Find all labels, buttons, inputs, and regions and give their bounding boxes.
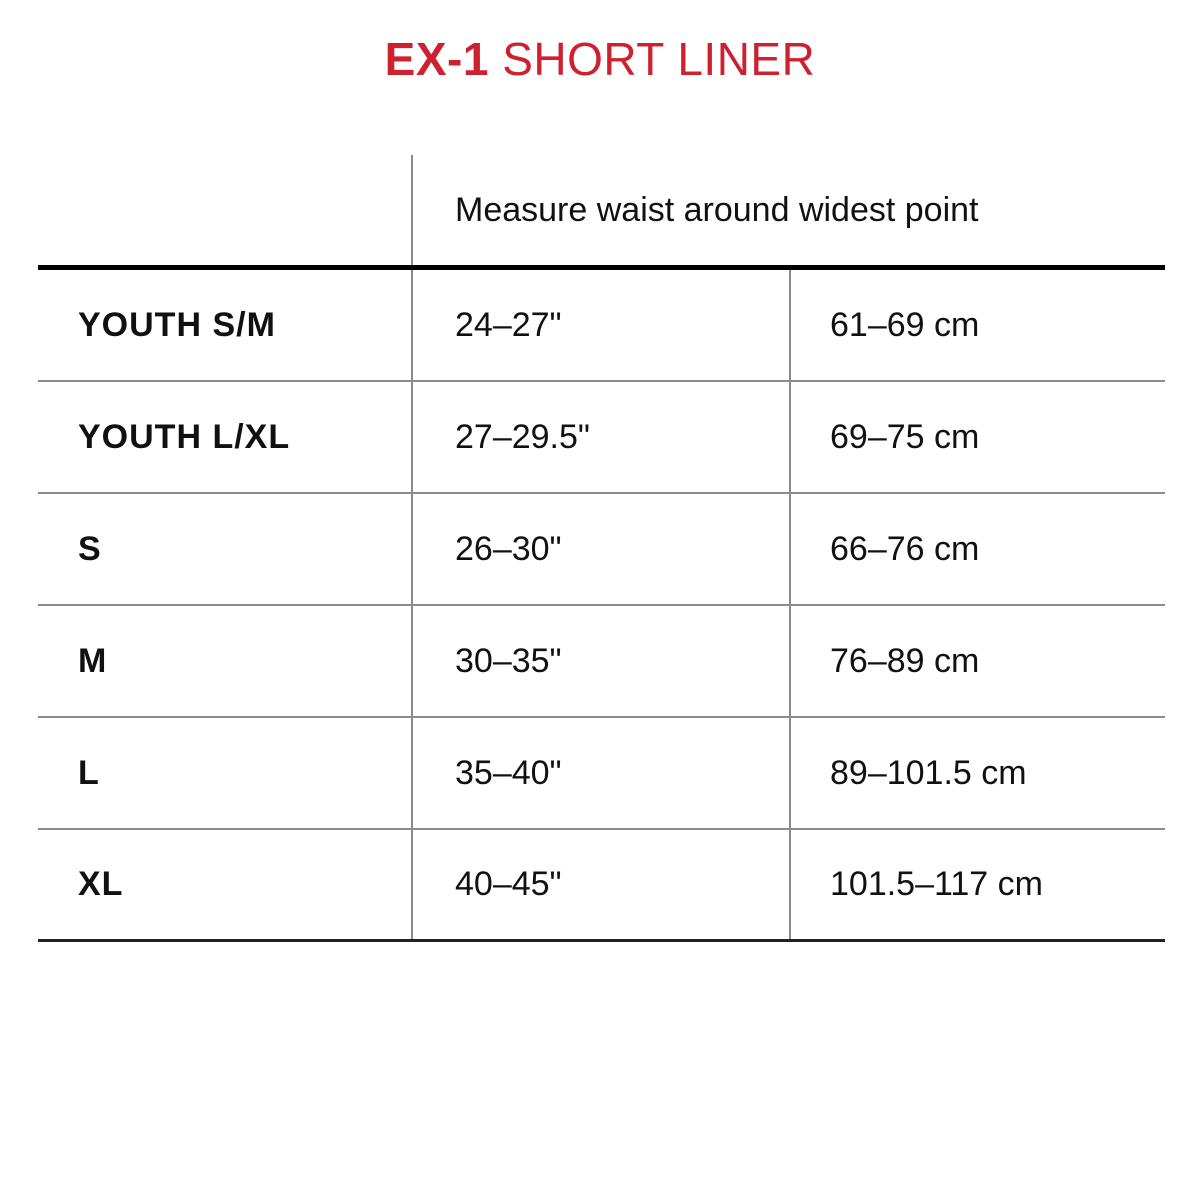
size-label: S xyxy=(78,529,102,568)
title-model-name: EX-1 xyxy=(384,33,489,85)
waist-inches-value: 40–45" xyxy=(455,865,562,903)
waist-cm-value: 61–69 cm xyxy=(830,305,980,344)
title-product-name: SHORT LINER xyxy=(502,33,816,85)
table-row-youth-lxl: YOUTH L/XL 27–29.5" 69–75 cm xyxy=(38,382,1165,494)
column-divider-inches xyxy=(411,155,413,942)
size-label: M xyxy=(78,641,108,680)
size-label: YOUTH L/XL xyxy=(78,417,291,456)
column-divider-cm xyxy=(789,270,791,942)
table-row-xl: XL 40–45" 101.5–117 cm xyxy=(38,830,1165,942)
table-header-row: Measure waist around widest point xyxy=(38,155,1165,270)
table-body: YOUTH S/M 24–27" 61–69 cm YOUTH L/XL 27–… xyxy=(38,270,1165,942)
waist-inches-value: 35–40" xyxy=(455,753,562,792)
waist-inches-value: 26–30" xyxy=(455,529,562,568)
size-label: L xyxy=(78,753,100,792)
table-row-youth-sm: YOUTH S/M 24–27" 61–69 cm xyxy=(38,270,1165,382)
table-row-l: L 35–40" 89–101.5 cm xyxy=(38,718,1165,830)
size-label: XL xyxy=(78,865,124,903)
table-row-m: M 30–35" 76–89 cm xyxy=(38,606,1165,718)
waist-cm-value: 69–75 cm xyxy=(830,417,980,456)
waist-cm-value: 101.5–117 cm xyxy=(830,865,1043,903)
waist-cm-value: 76–89 cm xyxy=(830,641,980,680)
waist-inches-value: 30–35" xyxy=(455,641,562,680)
waist-inches-value: 24–27" xyxy=(455,305,562,344)
table-row-s: S 26–30" 66–76 cm xyxy=(38,494,1165,606)
waist-cm-value: 89–101.5 cm xyxy=(830,753,1027,792)
waist-inches-value: 27–29.5" xyxy=(455,417,590,456)
page-title: EX-1 SHORT LINER xyxy=(0,0,1200,84)
waist-cm-value: 66–76 cm xyxy=(830,529,980,568)
measure-instruction-label: Measure waist around widest point xyxy=(455,190,979,229)
size-label: YOUTH S/M xyxy=(78,305,276,344)
size-table: Measure waist around widest point YOUTH … xyxy=(38,155,1165,942)
